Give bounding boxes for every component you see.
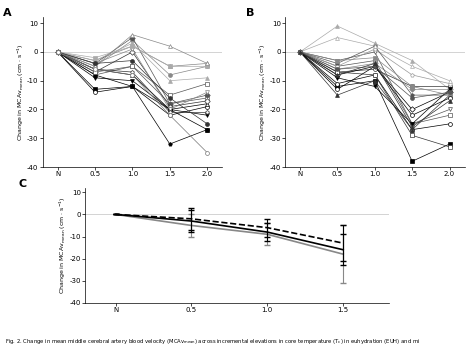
Text: Fig. 2. Change in mean middle cerebral artery blood velocity (MCAv$_\mathregular: Fig. 2. Change in mean middle cerebral a… [5,337,420,346]
Text: C: C [18,179,27,189]
Text: B: B [246,8,254,18]
Text: A: A [3,8,12,18]
Y-axis label: Change in MCAv$_\mathregular{mean}$ (cm · s$^{-1}$): Change in MCAv$_\mathregular{mean}$ (cm … [258,44,268,141]
Y-axis label: Change in MCAv$_\mathregular{mean}$ (cm · s$^{-1}$): Change in MCAv$_\mathregular{mean}$ (cm … [15,44,26,141]
Y-axis label: Change in MCAv$_\mathregular{mean}$ (cm · s$^{-1}$): Change in MCAv$_\mathregular{mean}$ (cm … [58,197,68,294]
